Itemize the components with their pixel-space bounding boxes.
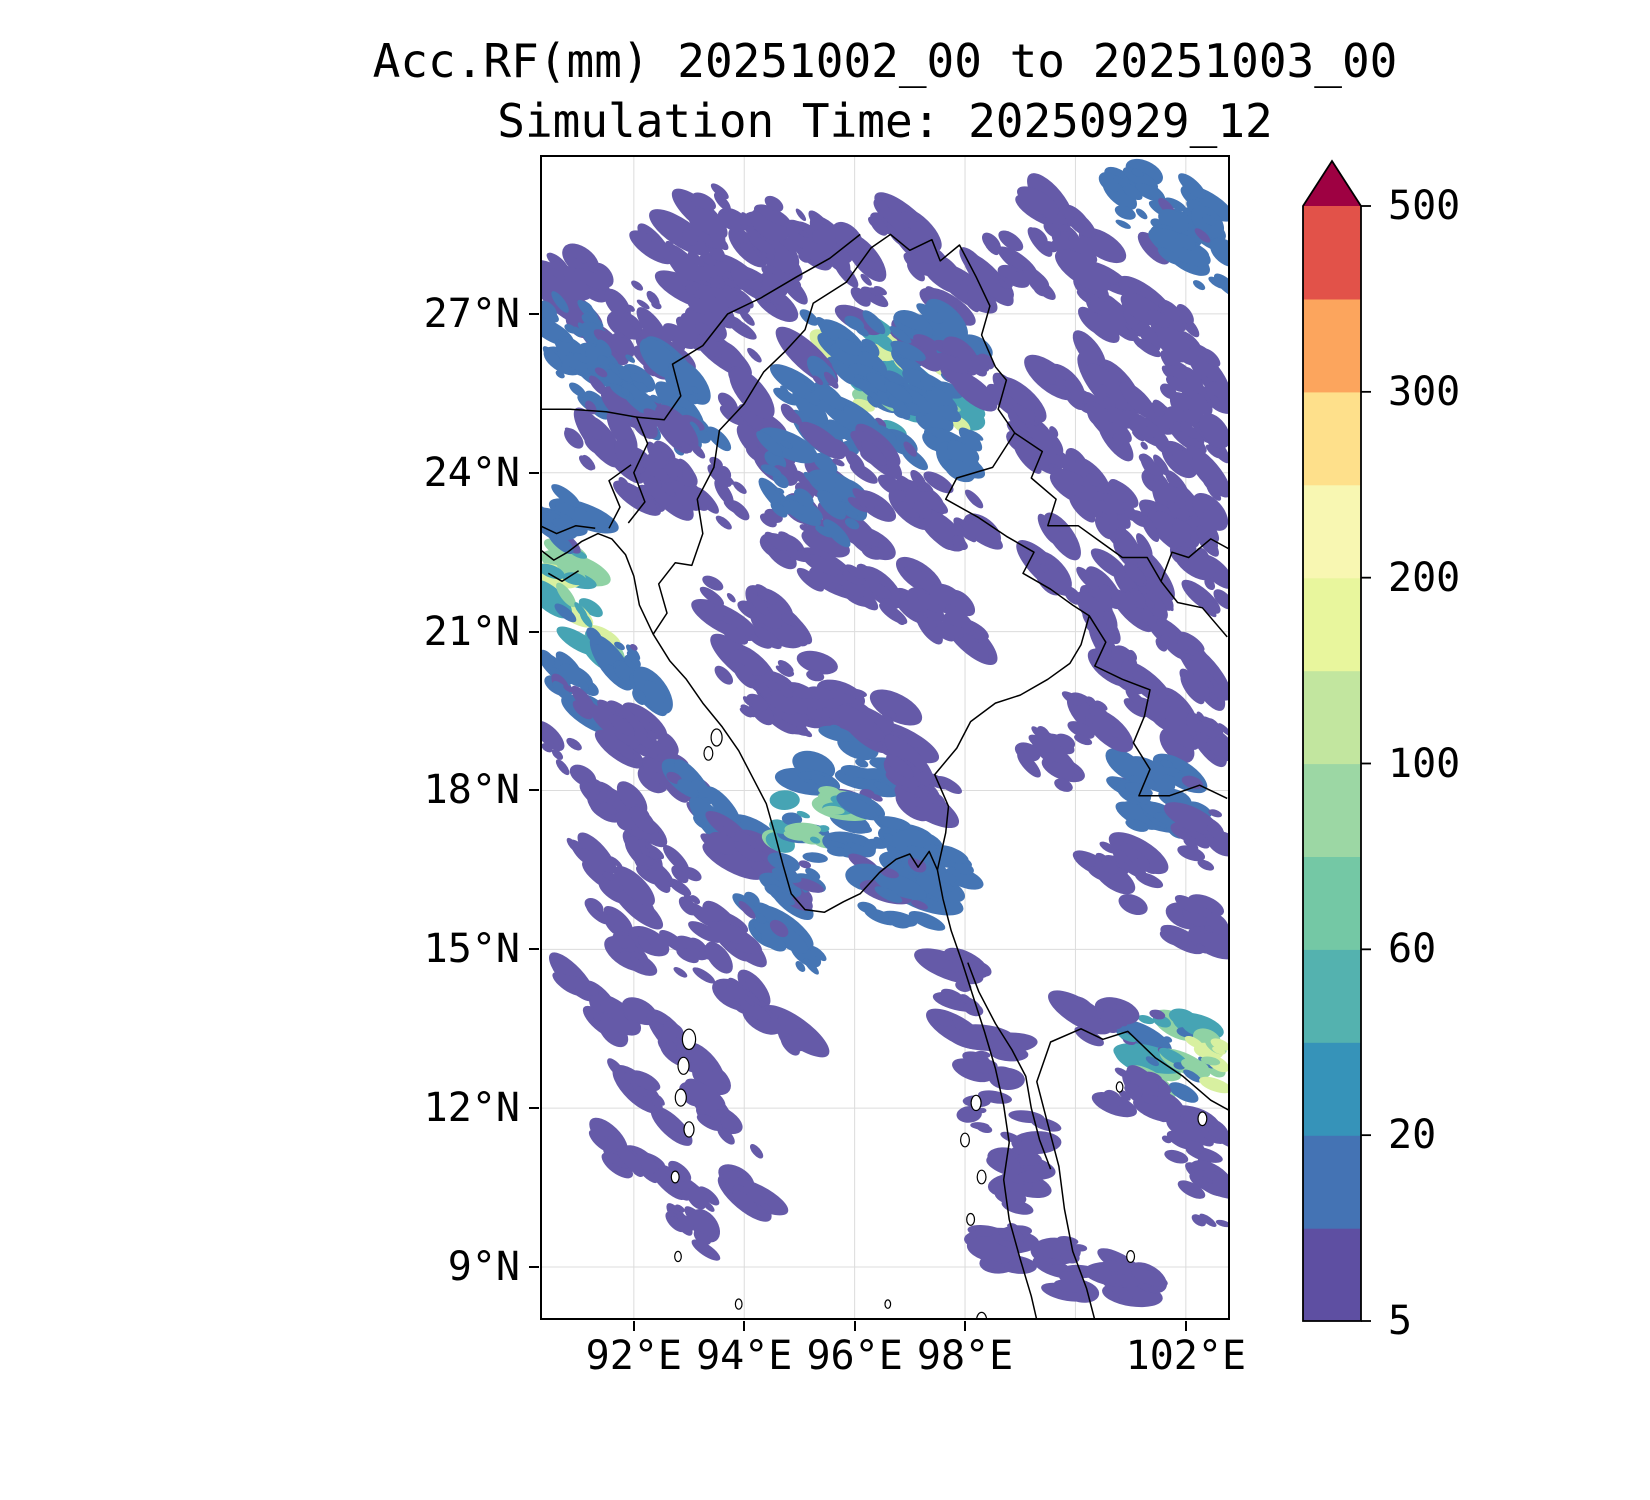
colorbar-tick-label: 300 [1388, 368, 1461, 415]
chart-title-line1: Acc.RF(mm) 20251002_00 to 20251003_00 [372, 34, 1398, 88]
x-tick-mark [964, 1321, 967, 1331]
island-outline [1115, 1081, 1124, 1093]
coastline-border_tripura [608, 464, 632, 529]
colorbar-outline [1302, 159, 1362, 1322]
coastline-border_assam [636, 233, 861, 421]
colorbar-segment [1303, 298, 1361, 393]
island-outline [710, 728, 723, 747]
y-tick-label: 18°N [423, 767, 520, 814]
coastline-border_bd_india [540, 408, 649, 524]
island-outline [960, 1132, 971, 1148]
colorbar-tick-label: 100 [1388, 740, 1461, 787]
y-tick-mark [529, 948, 539, 951]
island-outline [703, 746, 714, 761]
island-outline [734, 1298, 743, 1310]
colorbar-segment [1303, 577, 1361, 672]
island-outline [674, 1250, 682, 1263]
island-outline [966, 1212, 976, 1226]
x-tick-mark [853, 1321, 856, 1331]
y-tick-label: 9°N [447, 1244, 520, 1291]
colorbar-segment [1303, 206, 1361, 300]
island-outline [970, 1094, 982, 1112]
island-outline [677, 1056, 690, 1075]
coastline-delta_squiggle2 [547, 570, 580, 583]
coastline-border_china_laos_vn [1014, 432, 1230, 583]
island-outline [1126, 1249, 1136, 1263]
y-tick-label: 15°N [423, 926, 520, 973]
colorbar-tick-label: 60 [1388, 926, 1437, 973]
colorbar-segment [1303, 391, 1361, 486]
colorbar-segment [1303, 1135, 1361, 1229]
colorbar-segment [1303, 949, 1361, 1043]
x-tick-mark [632, 1321, 635, 1331]
map-canvas [540, 155, 1230, 1320]
y-tick-mark [529, 789, 539, 792]
coastline-border_peninsula [967, 962, 1052, 1170]
y-tick-mark [529, 312, 539, 315]
x-tick-label: 98°E [916, 1333, 1014, 1379]
colorbar-tick-label: 20 [1388, 1112, 1437, 1159]
colorbar-extend-arrow [1303, 161, 1361, 206]
island-outline [1197, 1111, 1208, 1127]
map-plot [540, 155, 1230, 1320]
y-tick-label: 27°N [423, 290, 520, 337]
island-outline [674, 1088, 687, 1107]
y-tick-label: 21°N [423, 608, 520, 655]
island-outline [670, 1170, 680, 1184]
coastline-border_laos_thai [1088, 615, 1228, 800]
x-tick-mark [1184, 1321, 1187, 1331]
colorbar-segment [1303, 484, 1361, 579]
colorbar-segment [1303, 1042, 1361, 1136]
plot-frame [540, 155, 1230, 1320]
precip-field [540, 158, 1230, 1308]
coastline-border_mm_east [652, 233, 1090, 871]
x-tick-label: 92°E [585, 1333, 682, 1379]
colorbar-tick-label: 5 [1388, 1298, 1413, 1344]
colorbar-segment [1303, 670, 1361, 765]
y-tick-label: 12°N [423, 1085, 520, 1132]
x-tick-label: 94°E [696, 1333, 793, 1379]
y-tick-mark [529, 1266, 539, 1269]
coastline-coast_east_gulf [1036, 1028, 1230, 1320]
y-tick-label: 24°N [423, 449, 520, 496]
colorbar-segment [1303, 763, 1361, 857]
coastline-coast_west [540, 532, 1038, 1320]
colorbar-segment [1303, 1228, 1361, 1322]
island-outline [681, 1028, 697, 1051]
colorbar-segment [1303, 856, 1361, 950]
colorbar-tick-label: 500 [1388, 183, 1461, 229]
x-tick-mark [743, 1321, 746, 1331]
y-tick-mark [529, 630, 539, 633]
colorbar [1300, 158, 1390, 1333]
colorbar-tick-label: 200 [1388, 554, 1461, 601]
island-outline [884, 1299, 892, 1309]
x-tick-label: 96°E [806, 1333, 903, 1379]
colorbar-canvas [1302, 159, 1371, 1322]
coastline-border_laos_vn [1160, 580, 1228, 638]
island-outline [976, 1169, 987, 1185]
chart-title-line2: Simulation Time: 20250929_12 [497, 94, 1273, 148]
island-outline [683, 1121, 695, 1138]
y-tick-mark [529, 1107, 539, 1110]
x-tick-label: 102°E [1125, 1333, 1247, 1379]
coastline-delta_squiggle1 [540, 524, 596, 535]
y-tick-mark [529, 471, 539, 474]
